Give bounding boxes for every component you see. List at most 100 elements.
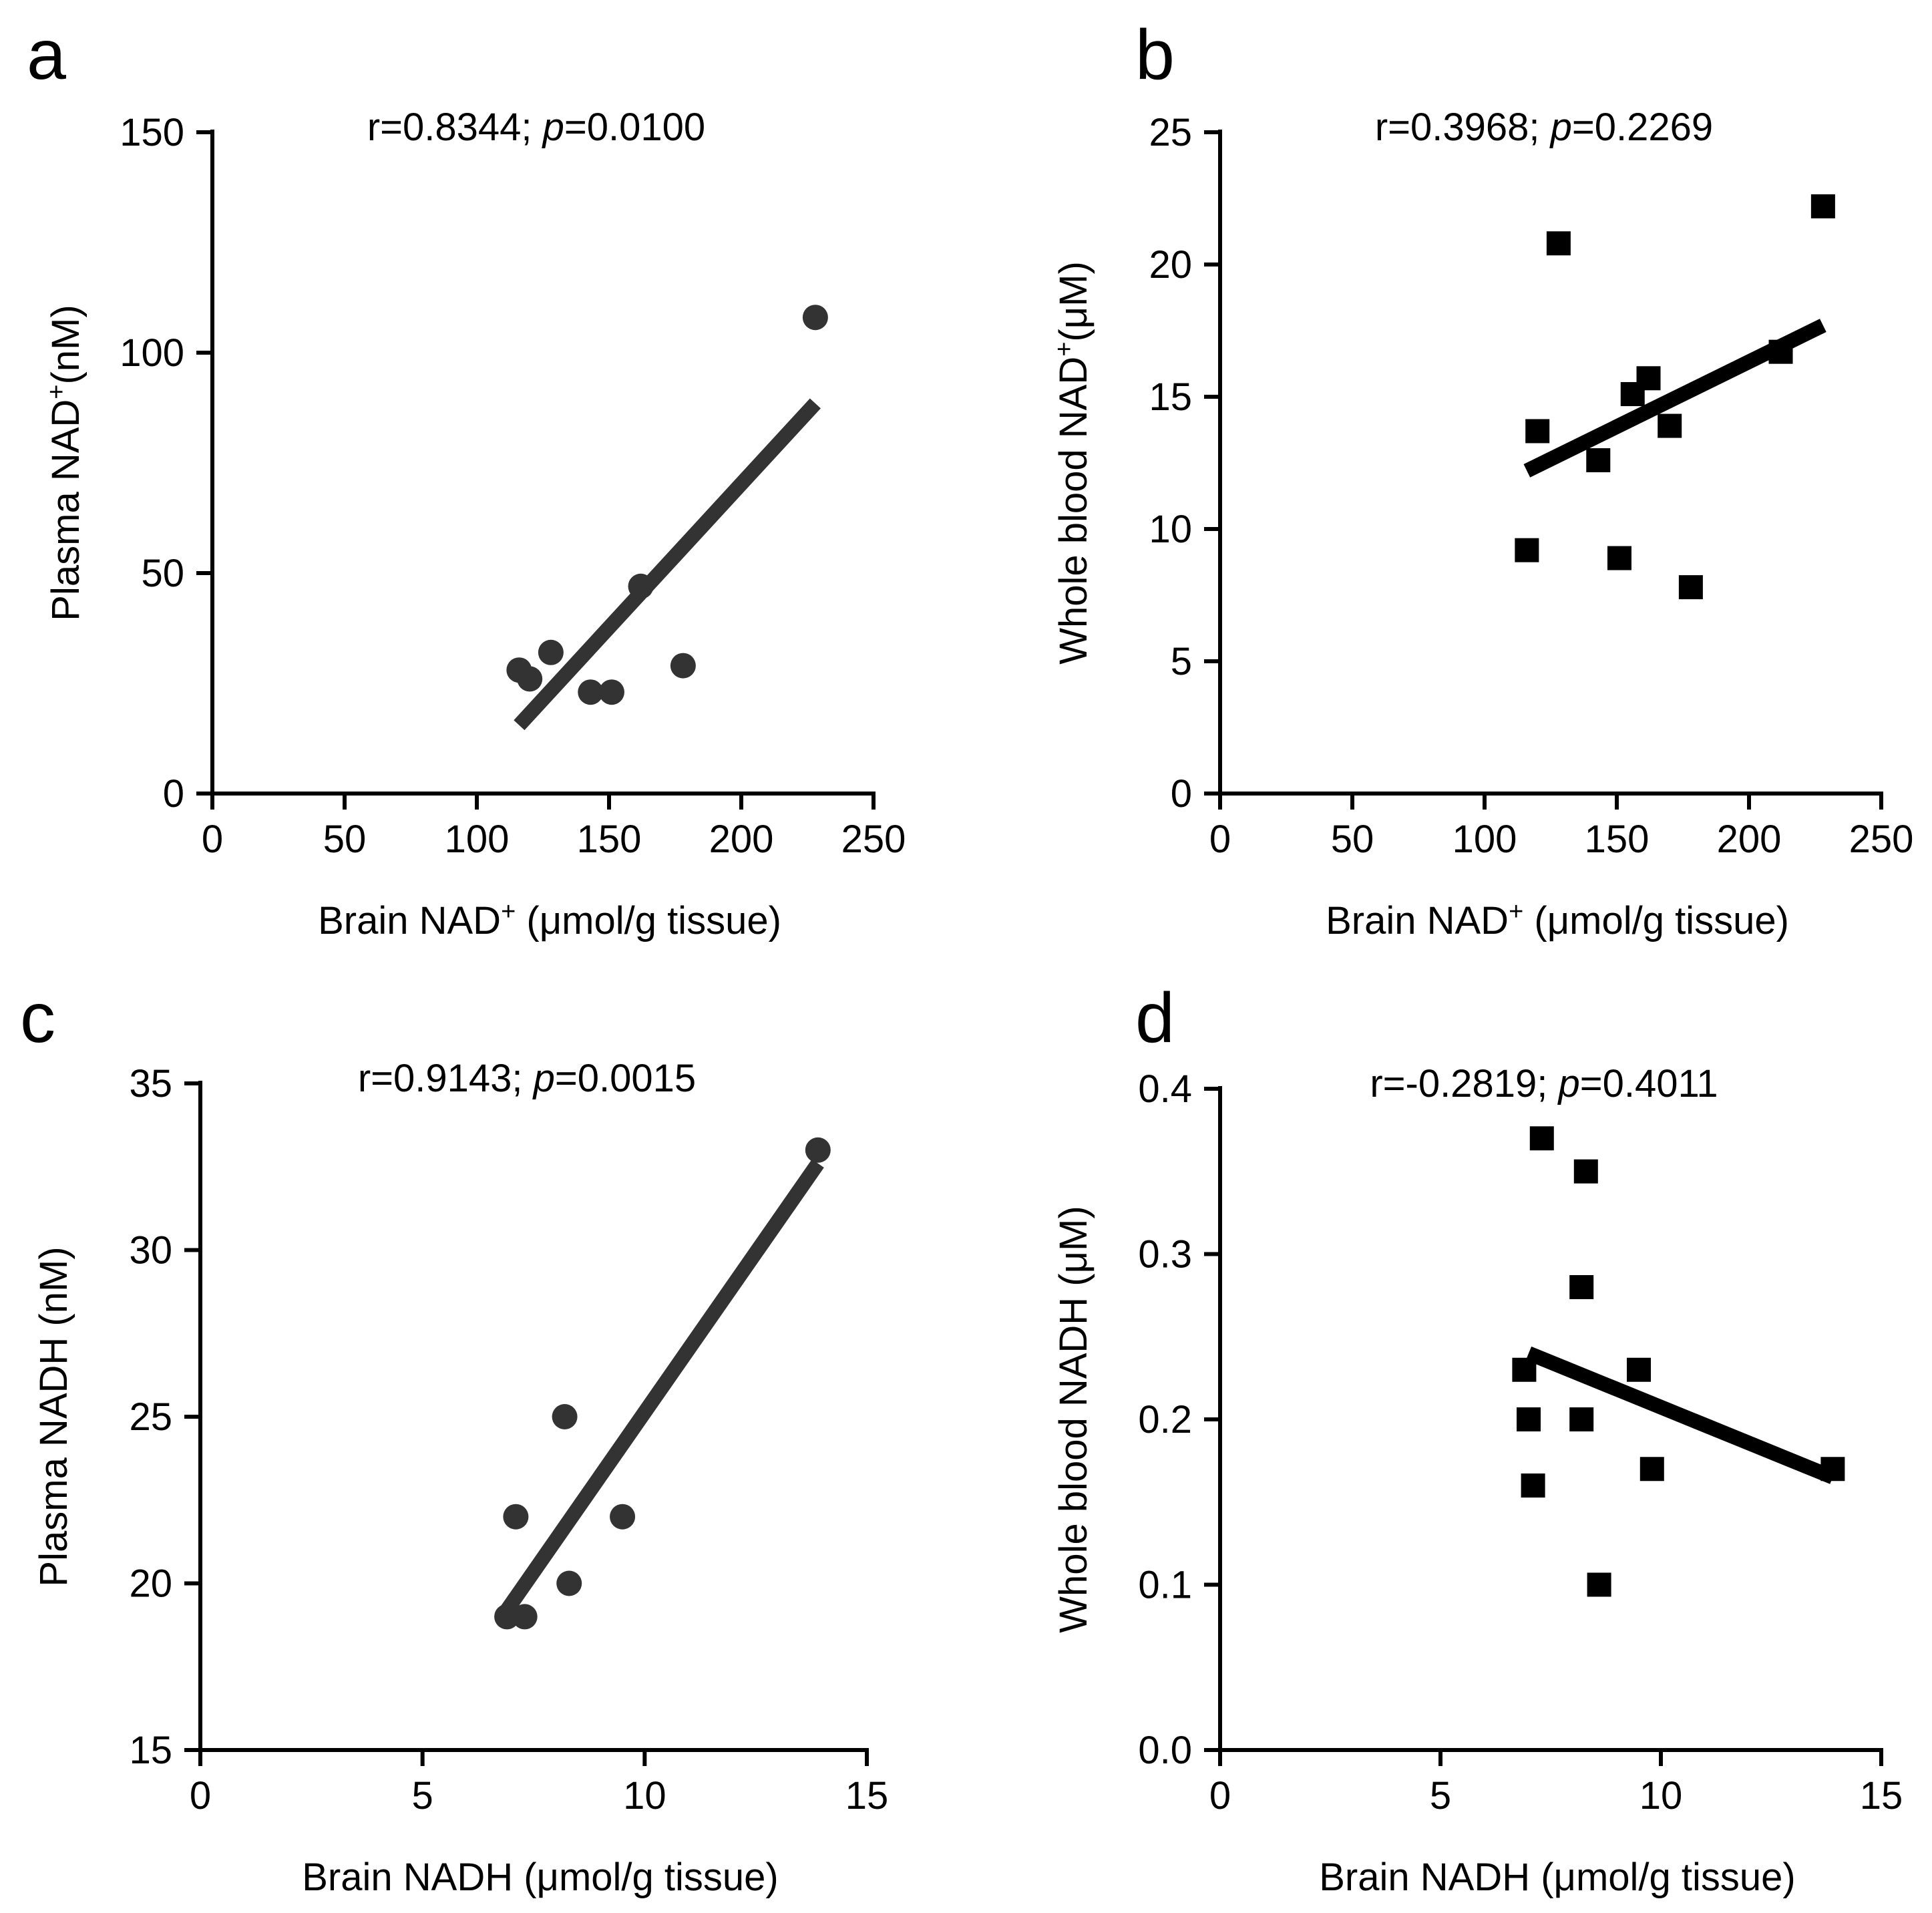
data-point [610, 1504, 636, 1530]
panel-b: b 0 50 100 150 200 250 0 5 10 15 20 25 r=0.3968; p=0.… [1050, 15, 1913, 942]
y-tick-label: 25 [129, 1395, 172, 1439]
y-tick-label: 15 [129, 1729, 172, 1772]
stat-p-symbol: p [1549, 106, 1572, 149]
x-tick-label: 100 [1453, 818, 1517, 861]
y-tick-label: 0.1 [1138, 1564, 1192, 1607]
stat-p-symbol: p [542, 106, 564, 149]
x-axis-label: Brain NAD+ (μmol/g tissue) [318, 898, 781, 942]
x-tick-label: 10 [623, 1774, 666, 1817]
data-point [598, 679, 624, 705]
y-tick-label: 25 [1149, 111, 1192, 154]
x-tick-label: 50 [1331, 818, 1374, 861]
x-tick-label: 200 [709, 818, 774, 861]
x-label-unit: (μmol/g tissue) [1523, 899, 1789, 942]
x-tick-label: 100 [445, 818, 510, 861]
x-tick-label: 0 [1209, 818, 1231, 861]
panel-c: c 0 5 10 15 15 20 25 30 35 r=0.9143; p=0.0015 Brain… [20, 979, 888, 1899]
x-tick-label: 0 [190, 1774, 211, 1817]
data-point [1512, 1357, 1537, 1382]
data-point [503, 1504, 529, 1530]
y-label-text: Whole blood NADH (μM) [1052, 1206, 1095, 1632]
stat-p-value: =0.0015 [555, 1057, 696, 1100]
x-tick-label: 250 [1849, 818, 1914, 861]
x-tick-label: 150 [577, 818, 642, 861]
data-point [1569, 1407, 1594, 1431]
x-tick-label: 10 [1639, 1774, 1683, 1817]
x-label-superscript: + [1509, 898, 1523, 926]
data-point [512, 1604, 538, 1630]
stat-p-symbol: p [532, 1057, 555, 1100]
x-tick-label: 150 [1585, 818, 1650, 861]
y-tick-label: 20 [1149, 243, 1192, 287]
data-point [517, 666, 543, 692]
y-tick-label: 30 [129, 1229, 172, 1272]
stat-p-value: =0.4011 [1580, 1062, 1718, 1105]
y-label-text: Whole blood NAD [1052, 357, 1095, 665]
stat-r: r=0.8344; [367, 106, 543, 149]
data-point [1517, 1407, 1541, 1431]
data-point [1658, 413, 1682, 438]
data-point [1639, 1457, 1664, 1482]
panel-a: a 0 50 100 150 200 250 0 50 100 150 r=0.8344; p=0.0… [27, 15, 906, 942]
y-label-superscript: + [1050, 342, 1079, 357]
y-axis-label: Whole blood NAD+(μM) [1050, 261, 1095, 665]
data-point [1546, 231, 1571, 256]
stat-p-symbol: p [1557, 1062, 1579, 1105]
data-point [802, 305, 828, 331]
stat-p-value: =0.2269 [1572, 106, 1713, 149]
x-axis-label: Brain NAD+ (μmol/g tissue) [1326, 898, 1789, 942]
data-point [1573, 1159, 1598, 1184]
panel-letter: d [1135, 979, 1175, 1057]
x-label-text: Brain NADH (μmol/g tissue) [1319, 1856, 1795, 1899]
x-label-superscript: + [501, 898, 516, 926]
x-axis-label: Brain NADH (μmol/g tissue) [302, 1856, 778, 1899]
y-axis-label: Plasma NAD+(nM) [43, 305, 87, 621]
data-point [670, 653, 696, 679]
stat-annotation: r=0.8344; p=0.0100 [367, 106, 705, 149]
y-tick-label: 0.3 [1138, 1233, 1192, 1276]
y-tick-label: 10 [1149, 508, 1192, 551]
y-tick-label: 0.0 [1138, 1729, 1192, 1772]
data-point [1529, 1126, 1554, 1151]
panel-letter: a [27, 15, 66, 94]
data-point [1515, 538, 1539, 562]
y-tick-label: 20 [129, 1562, 172, 1606]
y-axis-label: Whole blood NADH (μM) [1052, 1206, 1095, 1632]
x-label-unit: (μmol/g tissue) [516, 899, 781, 942]
data-point [494, 1604, 520, 1630]
y-tick-label: 5 [1171, 640, 1192, 683]
data-point [538, 639, 564, 665]
regression-line [1525, 1346, 1836, 1484]
data-point [1678, 575, 1703, 600]
x-tick-label: 15 [845, 1774, 889, 1817]
y-tick-label: 0 [1171, 772, 1192, 816]
data-point [628, 573, 654, 599]
data-point [1636, 366, 1661, 391]
data-point [552, 1404, 578, 1429]
y-tick-label: 35 [129, 1062, 172, 1105]
data-point [1768, 339, 1793, 364]
data-point [1587, 1572, 1611, 1597]
stat-r: r=-0.2819; [1370, 1062, 1558, 1105]
data-point [556, 1570, 582, 1596]
y-tick-label: 0.4 [1138, 1067, 1192, 1111]
x-tick-label: 50 [323, 818, 367, 861]
data-point [1586, 448, 1611, 473]
y-label-unit: (nM) [44, 305, 87, 384]
regression-line [501, 1159, 824, 1614]
stat-r: r=0.9143; [358, 1057, 534, 1100]
y-tick-label: 100 [120, 331, 184, 375]
x-tick-label: 5 [412, 1774, 433, 1817]
x-label-text: Brain NAD [318, 899, 501, 942]
x-label-text: Brain NADH (μmol/g tissue) [302, 1856, 778, 1899]
x-tick-label: 5 [1430, 1774, 1451, 1817]
panel-letter: c [20, 979, 55, 1057]
y-label-unit: (μM) [1052, 261, 1095, 341]
data-point [1569, 1275, 1594, 1299]
y-label-text: Plasma NAD [44, 399, 87, 621]
data-point [578, 679, 604, 705]
x-label-text: Brain NAD [1326, 899, 1509, 942]
data-point [1607, 546, 1631, 570]
x-tick-label: 0 [202, 818, 223, 861]
